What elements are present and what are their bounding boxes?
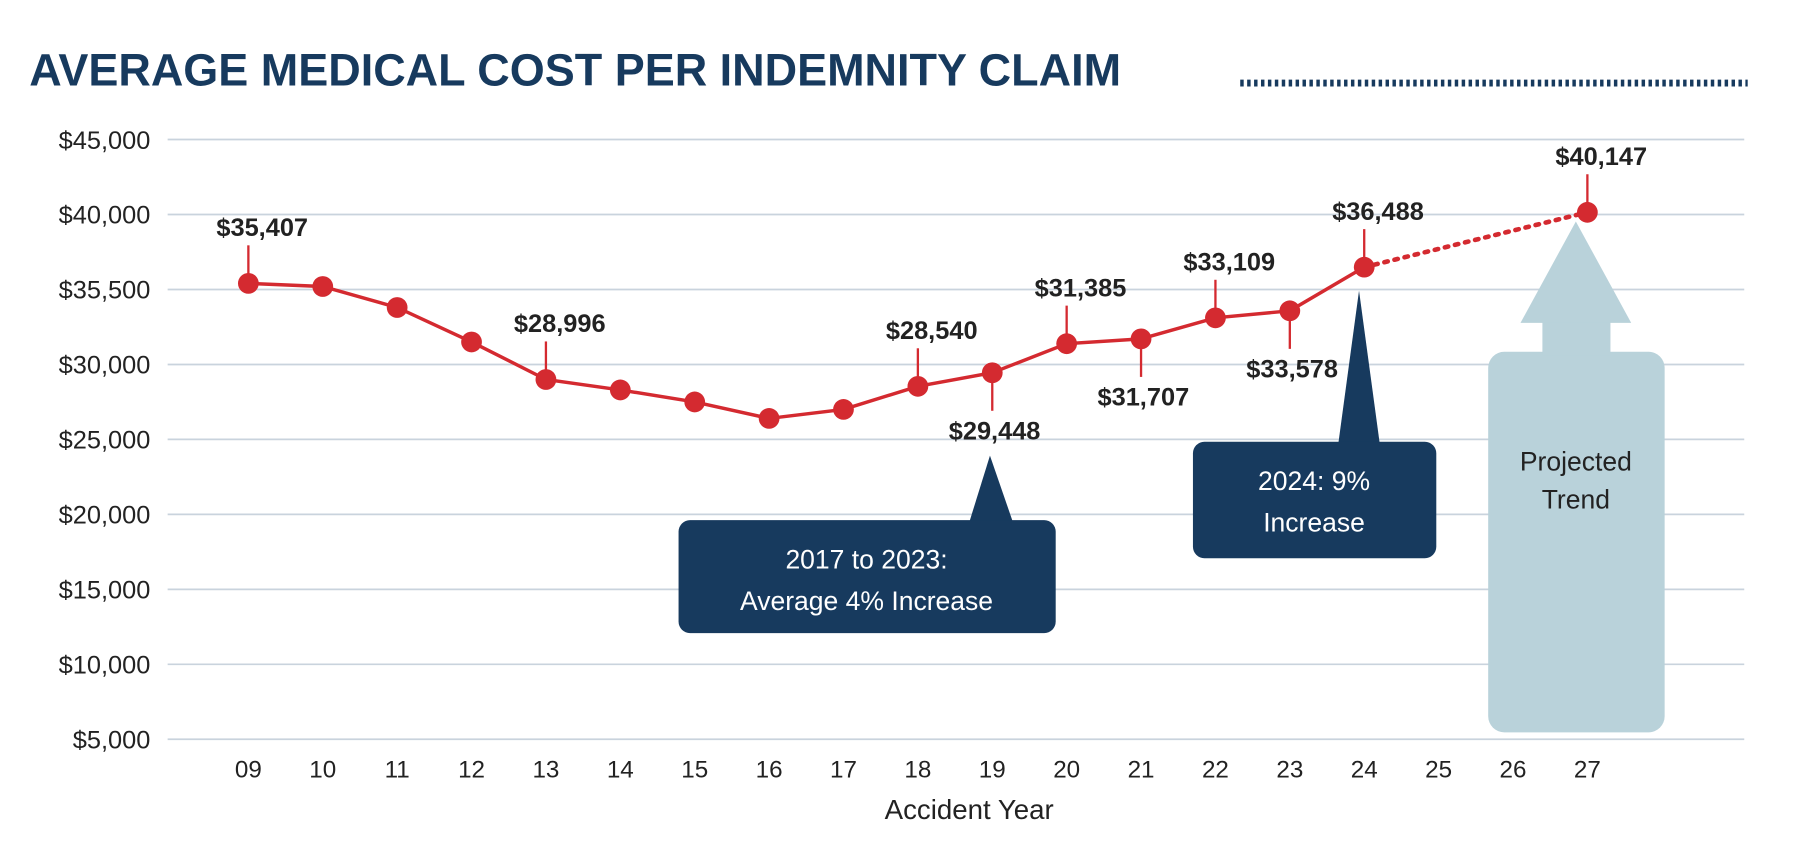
x-axis-title: Accident Year — [885, 794, 1054, 825]
x-tick-label: 27 — [1574, 756, 1601, 783]
x-tick-label: 26 — [1500, 756, 1527, 783]
data-point — [609, 379, 631, 401]
y-tick-label: $40,000 — [59, 202, 151, 230]
data-label: $28,540 — [886, 317, 978, 345]
data-point — [312, 276, 334, 297]
data-point — [684, 391, 706, 413]
data-point — [1205, 307, 1226, 329]
data-point — [386, 297, 408, 318]
callout-2024-increase: 2024: 9% Increase — [1192, 290, 1437, 559]
data-point — [981, 362, 1003, 384]
data-point — [1056, 333, 1078, 355]
data-labels: $35,407 $28,996 $28,540 $29,448 $31,385 $31,7… — [216, 143, 1647, 446]
callout-average-increase: 2017 to 2023: Average 4% Increase — [678, 455, 1056, 634]
x-tick-label: 24 — [1351, 756, 1378, 783]
y-tick-label: $15,000 — [59, 577, 151, 605]
x-tick-label: 22 — [1202, 756, 1229, 783]
data-label: $35,407 — [216, 214, 308, 242]
data-point — [1279, 300, 1301, 322]
x-tick-label: 11 — [385, 756, 410, 783]
x-tick-label: 10 — [309, 756, 336, 783]
y-tick-label: $20,000 — [59, 502, 151, 530]
callout-avg-line-1: 2017 to 2023: — [785, 545, 947, 575]
y-tick-label: $25,000 — [59, 427, 151, 455]
gridlines — [167, 138, 1745, 741]
line-actual — [248, 265, 1366, 421]
data-label: $28,996 — [514, 310, 606, 338]
x-tick-label: 18 — [904, 756, 931, 783]
x-tick-label: 25 — [1425, 756, 1452, 783]
projected-trend-arrow: Projected Trend — [1488, 221, 1665, 733]
callout-2024-line-1: 2024: 9% — [1258, 466, 1370, 496]
x-tick-label: 17 — [830, 756, 857, 783]
y-tick-label: $35,500 — [59, 277, 151, 305]
series-group — [237, 201, 1598, 429]
line-projected — [1361, 210, 1590, 270]
data-label: $29,448 — [949, 418, 1041, 446]
y-tick-label: $10,000 — [59, 652, 151, 680]
y-tick-label: $5,000 — [73, 727, 151, 755]
data-point — [461, 331, 482, 353]
projected-label-1: Projected — [1520, 447, 1632, 477]
callout-avg-line-2: Average 4% Increase — [740, 586, 993, 616]
x-tick-label: 19 — [979, 756, 1006, 783]
data-point — [833, 399, 854, 420]
y-tick-label: $45,000 — [59, 127, 151, 155]
x-tick-label: 14 — [607, 756, 634, 783]
data-label: $33,109 — [1183, 249, 1275, 277]
x-tick-label: 16 — [756, 756, 783, 783]
x-tick-label: 23 — [1276, 756, 1303, 783]
data-point — [758, 408, 780, 429]
data-label: $31,707 — [1098, 384, 1190, 412]
data-label: $40,147 — [1555, 143, 1647, 171]
x-tick-label: 13 — [532, 756, 559, 783]
x-tick-label: 20 — [1053, 756, 1080, 783]
data-point-projected — [1577, 201, 1598, 223]
data-point — [535, 369, 557, 390]
data-point — [237, 273, 259, 294]
x-tick-label: 21 — [1128, 756, 1155, 783]
x-tick-label: 09 — [235, 756, 262, 783]
projected-label-2: Trend — [1542, 485, 1610, 515]
x-axis-ticks: 09 10 11 12 13 14 15 16 17 18 19 20 21 22 23 24 25 26 27 — [235, 756, 1601, 783]
data-point — [907, 375, 929, 397]
chart-title: AVERAGE MEDICAL COST PER INDEMNITY CLAIM — [29, 44, 1121, 95]
y-tick-label: $30,000 — [59, 352, 151, 380]
data-label: $36,488 — [1332, 198, 1424, 226]
callout-2024-line-2: Increase — [1263, 508, 1365, 538]
data-label: $31,385 — [1035, 274, 1127, 302]
data-label: $33,578 — [1246, 356, 1338, 384]
data-point — [1353, 256, 1375, 278]
y-axis-ticks: $45,000 $40,000 $35,500 $30,000 $25,000 $20,0… — [59, 127, 151, 755]
data-point — [1130, 328, 1152, 350]
x-tick-label: 15 — [681, 756, 708, 783]
x-tick-label: 12 — [458, 756, 485, 783]
